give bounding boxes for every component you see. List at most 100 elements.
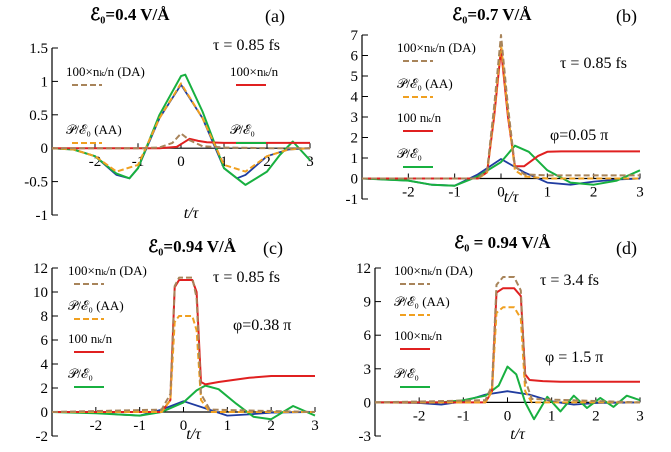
legend-label: 100 nₖ/n [68, 331, 113, 346]
y-tick-label: 6 [351, 49, 359, 65]
series-line-P_AA [51, 82, 311, 173]
x-tick-label: 3 [311, 418, 319, 434]
y-tick-label: 2 [41, 381, 49, 397]
legend-label: 𝒫/ℰ₀ [68, 366, 93, 381]
tau-annotation: τ = 3.4 fs [540, 272, 599, 289]
x-tick-label: 2 [263, 154, 271, 170]
y-tick-label: 8 [41, 309, 49, 325]
phi-annotation: φ=0.05 π [550, 127, 608, 144]
panel-title: ℰ₀=0.94 V/Å [148, 237, 237, 256]
y-tick-label: -0.5 [24, 175, 48, 191]
x-tick-label: 2 [592, 408, 600, 424]
legend-label: 𝒫/ℰ₀ [230, 122, 255, 137]
y-tick-label: 4 [351, 90, 359, 106]
x-tick-label: -1 [133, 418, 146, 434]
y-tick-label: 0 [351, 172, 359, 188]
x-tick-label: 0 [180, 418, 188, 434]
phi-annotation: φ=0.38 π [233, 317, 291, 334]
y-tick-label: 6 [364, 328, 372, 344]
series-line-P [51, 384, 316, 421]
legend-label: 𝒫/ℰ₀ [394, 366, 419, 381]
legend-label: 100×nₖ/n (DA) [68, 263, 147, 278]
legend-label: 100×nₖ/n (DA) [66, 64, 145, 79]
series-line-P_AA [375, 306, 640, 404]
x-tick-label: -1 [457, 408, 470, 424]
y-tick-label: 5 [351, 69, 359, 85]
x-tick-label: 1 [220, 154, 228, 170]
legend-label: 100 nₖ/n [397, 110, 442, 125]
y-tick-label: -1 [36, 208, 49, 224]
legend-label: 100×nₖ/n (DA) [394, 263, 473, 278]
legend-label: 𝒫/ℰ₀ (AA) [68, 298, 124, 313]
y-tick-label: 0 [364, 395, 372, 411]
series-line-ncn_DA [52, 132, 310, 150]
x-tick-label: 1 [224, 418, 232, 434]
x-tick-label: -2 [402, 185, 415, 201]
x-tick-label: 2 [267, 418, 275, 434]
y-tick-label: 6 [41, 333, 49, 349]
tau-annotation: τ = 0.85 fs [213, 269, 280, 286]
x-tick-label: -2 [413, 408, 426, 424]
panel-title: ℰ₀=0.7 V/Å [452, 5, 532, 24]
y-tick-label: 1 [41, 74, 49, 90]
panel-label: (a) [265, 6, 285, 27]
y-tick-label: 10 [33, 285, 48, 301]
x-tick-label: 0 [497, 185, 505, 201]
y-tick-label: 9 [364, 295, 372, 311]
legend-label: 𝒫/ℰ₀ (AA) [394, 294, 450, 309]
x-tick-label: 3 [306, 154, 314, 170]
y-tick-label: 1.5 [29, 41, 48, 57]
x-axis-label: t/τ [186, 426, 202, 443]
legend-label: 𝒫/ℰ₀ (AA) [397, 76, 453, 91]
y-tick-label: 12 [33, 261, 48, 277]
series-line-ncn_DA [362, 34, 640, 180]
y-tick-label: 2 [351, 131, 359, 147]
series-line-P_AA [52, 315, 315, 413]
y-tick-label: 12 [356, 261, 371, 277]
panel-label: (c) [263, 238, 283, 259]
y-tick-label: 3 [364, 362, 372, 378]
x-tick-label: 1 [544, 185, 552, 201]
series-line-ncn [52, 279, 315, 413]
series-line-field [374, 390, 641, 406]
y-tick-label: 7 [351, 28, 359, 44]
y-tick-label: 0 [41, 141, 49, 157]
series-line-P [361, 144, 641, 187]
panel-b: -1 0 1 2 3 4 5 6 7 -2 -1 0 1 2 3 t/τ ℰ₀=0.7 V/Å (b) τ = 0.… [346, 5, 644, 208]
legend-label: 𝒫/ℰ₀ (AA) [66, 122, 122, 137]
series-line-ncn_DA [374, 276, 641, 404]
y-tick-label: 3 [351, 110, 359, 126]
y-tick-label: 1 [351, 151, 359, 167]
panel-title: ℰ₀=0.4 V/Å [90, 5, 170, 24]
x-tick-label: 2 [590, 185, 598, 201]
y-tick-label: 0 [41, 405, 49, 421]
x-tick-label: 1 [548, 408, 556, 424]
tau-annotation: τ = 0.85 fs [213, 37, 280, 54]
y-tick-label: 4 [41, 357, 49, 373]
legend-label: 100×nₖ/n [230, 64, 279, 79]
x-tick-label: 3 [636, 408, 644, 424]
phi-annotation: φ = 1.5 π [545, 349, 603, 366]
y-tick-label: -3 [359, 429, 372, 445]
series-line-ncn_DA [51, 276, 316, 413]
panel-title: ℰ₀ = 0.94 V/Å [454, 233, 551, 252]
x-tick-label: 0 [177, 154, 185, 170]
x-tick-label: 0 [504, 408, 512, 424]
y-tick-label: -1 [346, 192, 359, 208]
legend-label: 100×nₖ/n (DA) [397, 40, 476, 55]
x-tick-label: -2 [90, 418, 103, 434]
y-tick-label: 0.5 [29, 108, 48, 124]
legend-label: 100×nₖ/n [394, 328, 443, 343]
x-axis-label: t/τ [510, 426, 526, 443]
x-tick-label: 3 [636, 185, 644, 201]
panel-label: (d) [616, 238, 637, 259]
legend-label: 𝒫/ℰ₀ [397, 146, 422, 161]
x-tick-label: -1 [448, 185, 461, 201]
tau-annotation: τ = 0.85 fs [560, 55, 627, 72]
x-axis-label: t/τ [184, 205, 200, 222]
x-axis-label: t/τ [504, 189, 520, 206]
